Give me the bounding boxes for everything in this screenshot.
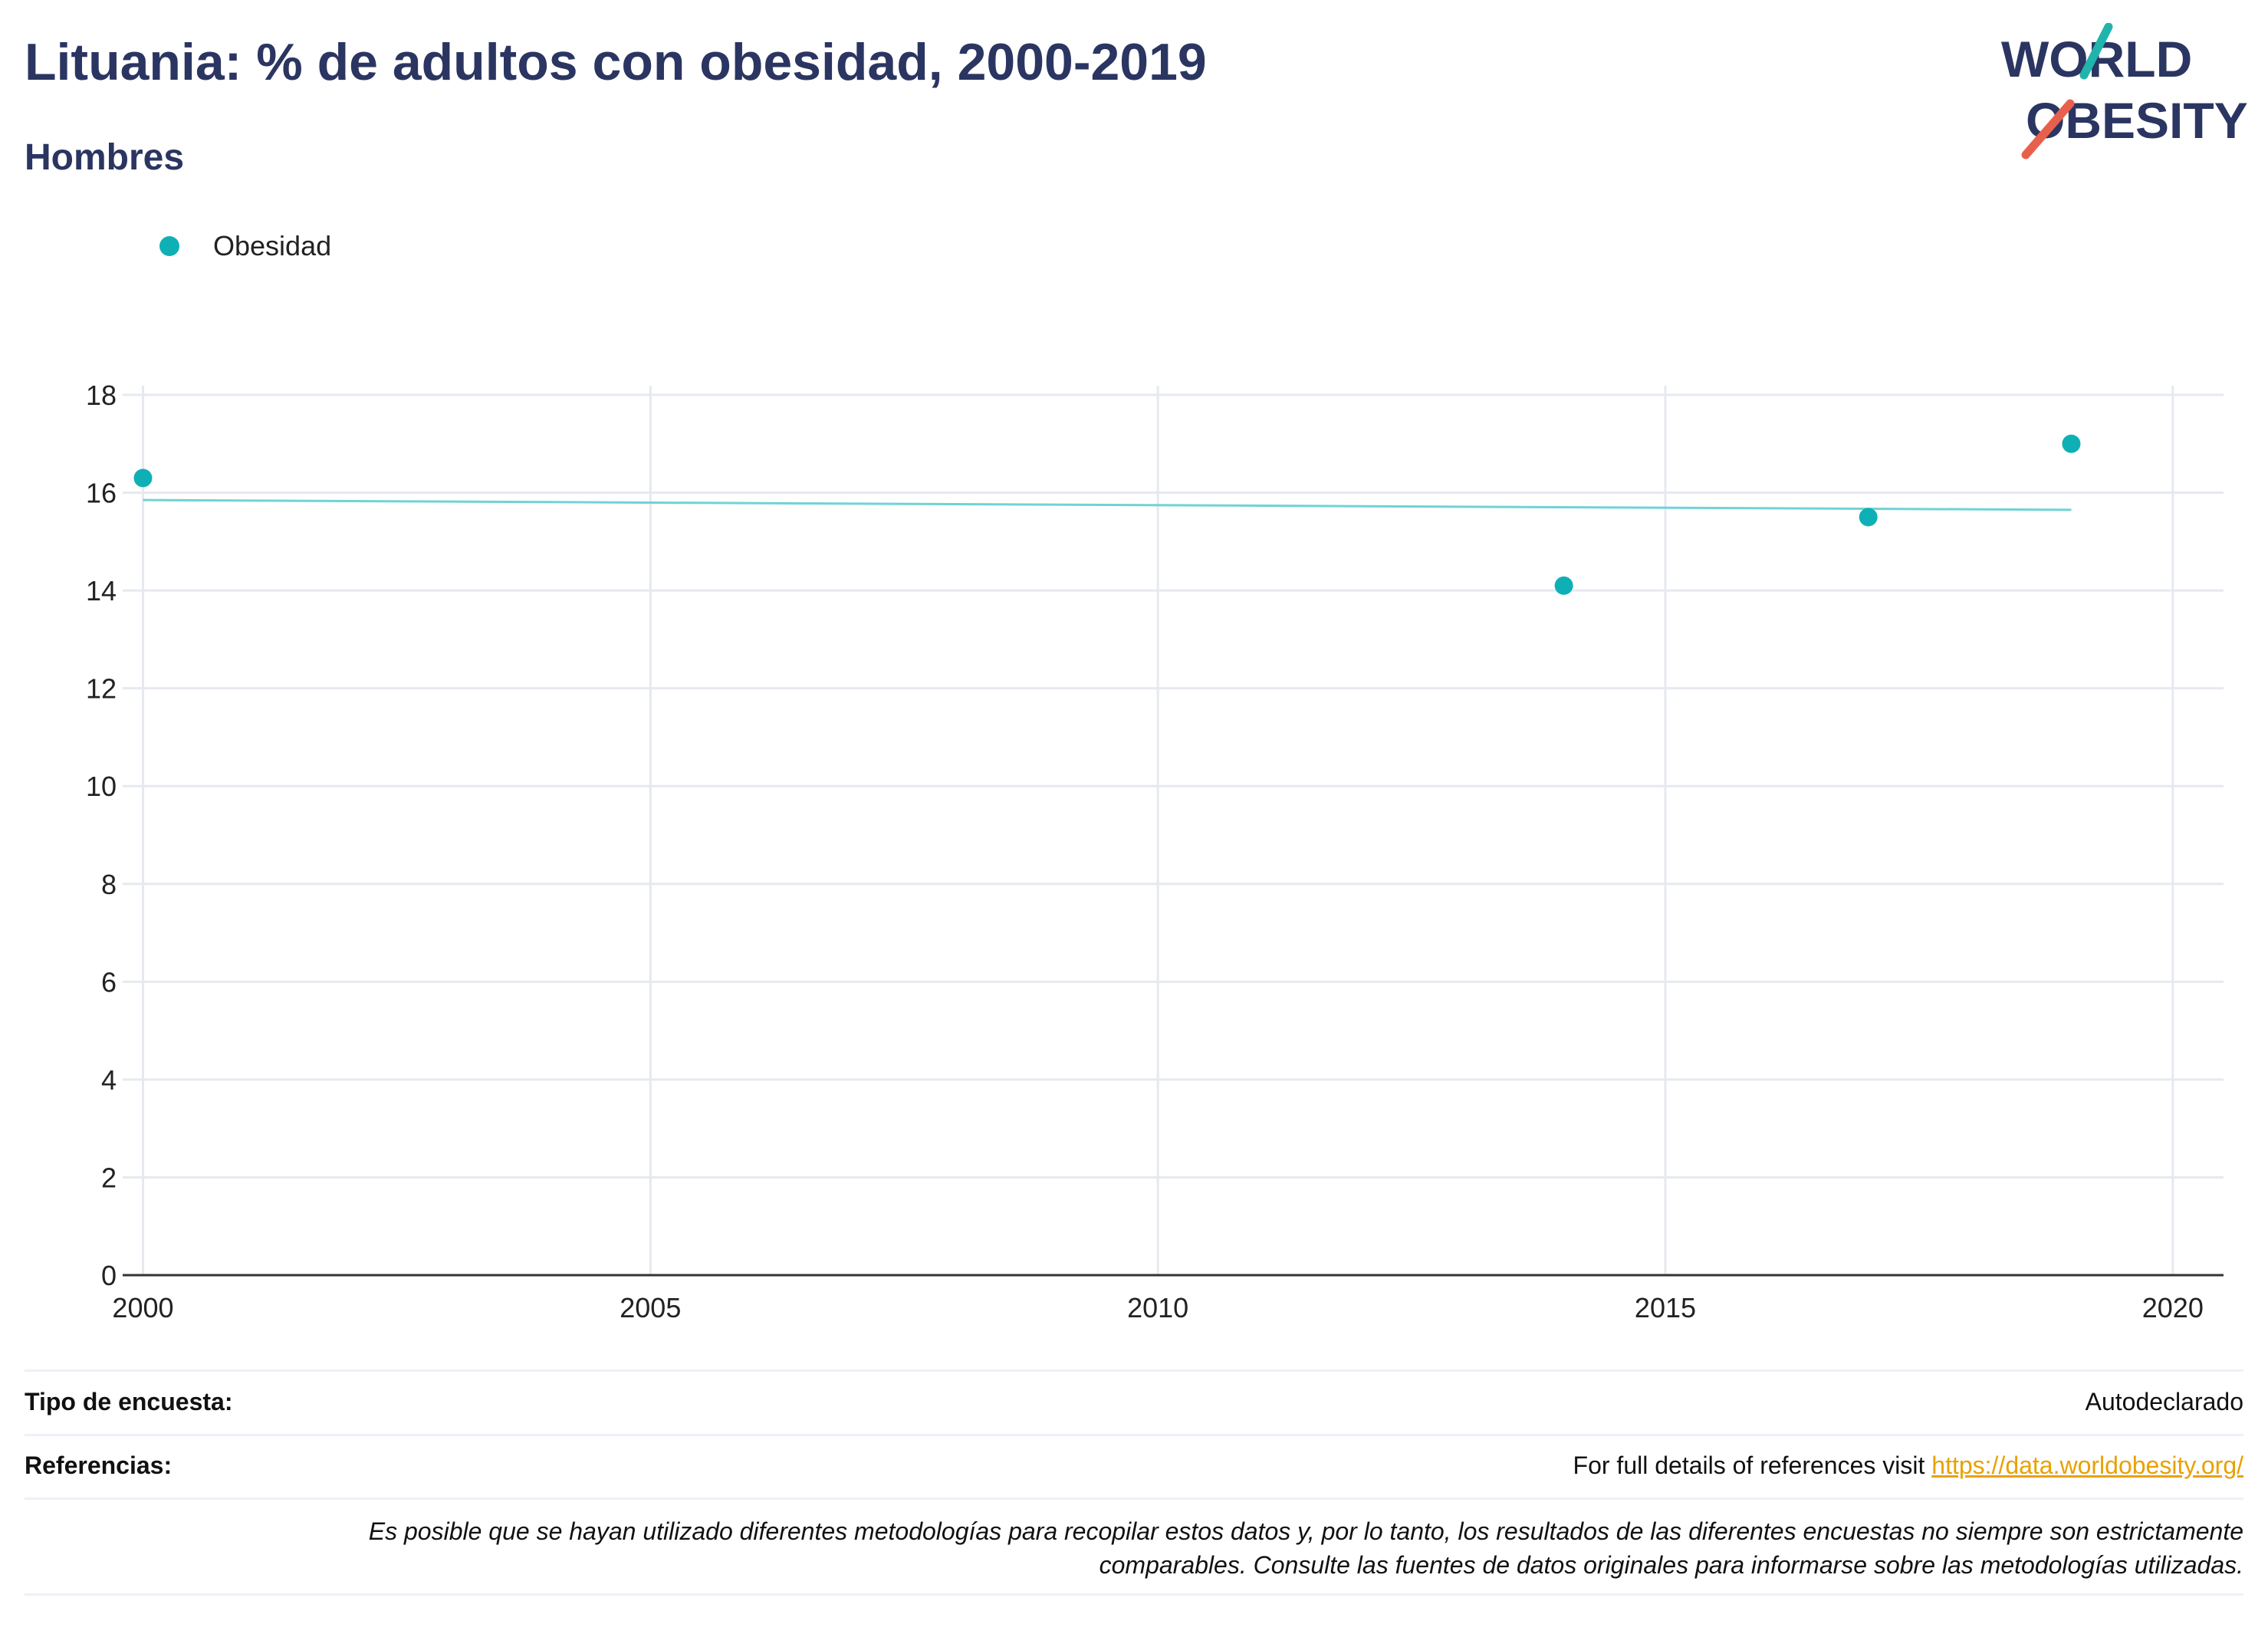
page-title: Lituania: % de adultos con obesidad, 200… xyxy=(25,33,1207,91)
x-tick-label: 2005 xyxy=(620,1292,681,1323)
x-tick-label: 2020 xyxy=(2142,1292,2204,1323)
logo-word-obesity: OBESITY xyxy=(2026,92,2248,149)
survey-type-value: Autodeclarado xyxy=(2085,1388,2243,1415)
x-tick-label: 2015 xyxy=(1635,1292,1696,1323)
logo-slash-teal xyxy=(2079,23,2113,80)
info-divider-top xyxy=(25,1369,2243,1372)
references-link[interactable]: https://data.worldobesity.org/ xyxy=(1931,1452,2243,1479)
survey-type-row: Tipo de encuesta: Autodeclarado xyxy=(25,1388,2243,1416)
survey-type-label: Tipo de encuesta: xyxy=(25,1388,233,1415)
chart-legend[interactable]: Obesidad xyxy=(159,230,331,262)
references-value: For full details of references visit htt… xyxy=(1573,1452,2243,1480)
y-tick-label: 2 xyxy=(101,1162,117,1193)
y-tick-label: 6 xyxy=(101,966,117,998)
data-point xyxy=(133,469,153,488)
references-text: For full details of references visit xyxy=(1573,1452,1925,1479)
legend-label: Obesidad xyxy=(213,230,332,261)
info-divider-end xyxy=(25,1593,2243,1596)
y-tick-label: 8 xyxy=(101,869,117,900)
logo-slash-red xyxy=(2021,99,2075,159)
y-tick-label: 18 xyxy=(86,380,117,411)
methodology-note: Es posible que se hayan utilizado difere… xyxy=(97,1514,2243,1582)
y-tick-label: 4 xyxy=(101,1064,117,1096)
x-tick-label: 2000 xyxy=(112,1292,173,1323)
world-obesity-logo: WORLD OBESITY xyxy=(2001,23,2248,159)
x-tick-label: 2010 xyxy=(1127,1292,1188,1323)
references-row: Referencias: For full details of referen… xyxy=(25,1452,2243,1480)
obesity-scatter-chart: 0 2 4 6 8 10 12 14 16 18 2000 2005 2010 2015 2020 xyxy=(86,380,2224,1323)
trend-line xyxy=(143,498,2072,511)
methodology-note-line2: comparables. Consulte las fuentes de dat… xyxy=(1099,1551,2243,1579)
y-tick-label: 10 xyxy=(86,771,117,802)
legend-marker xyxy=(159,236,179,256)
y-tick-label: 12 xyxy=(86,673,117,705)
references-label: Referencias: xyxy=(25,1452,173,1479)
y-tick-label: 14 xyxy=(86,575,117,607)
page-subtitle: Hombres xyxy=(25,137,185,178)
methodology-note-line1: Es posible que se hayan utilizado difere… xyxy=(368,1517,2243,1545)
info-divider-middle xyxy=(25,1434,2243,1436)
y-tick-label: 16 xyxy=(86,478,117,509)
info-divider-bottom xyxy=(25,1498,2243,1500)
data-point xyxy=(1554,576,1573,595)
y-tick-label: 0 xyxy=(101,1260,117,1291)
data-point xyxy=(1859,508,1878,527)
data-point xyxy=(2062,434,2081,453)
